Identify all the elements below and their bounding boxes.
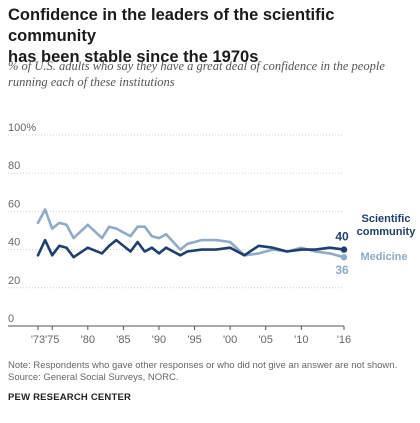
chart-note: Note: Respondents who gave other respons… xyxy=(8,360,398,371)
series-label-science-line-2: community xyxy=(357,226,417,238)
pew-credit: PEW RESEARCH CENTER xyxy=(8,392,132,403)
x-tick-label-1980: '80 xyxy=(81,334,95,346)
y-tick-label-80: 80 xyxy=(8,160,20,172)
series-label-science: Scientific community xyxy=(357,213,417,238)
chart-title-line-2: has been stable since the 1970s xyxy=(8,48,259,66)
x-tick-label-1975: '75 xyxy=(45,334,59,346)
x-tick-label-1995: '95 xyxy=(187,334,201,346)
x-tick-label-2016: '16 xyxy=(337,334,351,346)
chart-footnotes: Note: Respondents who gave other respons… xyxy=(8,360,414,384)
y-tick-label-100: 100% xyxy=(8,122,36,134)
end-point-medicine xyxy=(340,254,348,261)
chart-title-line-1: Confidence in the leaders of the scienti… xyxy=(8,6,335,45)
series-label-science-line-1: Scientific xyxy=(362,213,411,225)
series-label-medicine: Medicine xyxy=(360,251,407,263)
end-point-science xyxy=(340,246,348,253)
chart-subtitle-line-1: % of U.S. adults who say they have a gre… xyxy=(8,59,385,73)
chart-subtitle: % of U.S. adults who say they have a gre… xyxy=(8,58,412,90)
chart-source: Source: General Social Surveys, NORC. xyxy=(8,372,179,383)
x-tick-label-2000: '00 xyxy=(223,334,237,346)
y-tick-label-40: 40 xyxy=(8,237,20,249)
x-tick-label-1990: '90 xyxy=(152,334,166,346)
series-line-science xyxy=(36,238,346,259)
y-tick-label-20: 20 xyxy=(8,275,20,287)
x-tick-label-1973: '73 xyxy=(31,334,45,346)
x-tick-label-2005: '05 xyxy=(259,334,273,346)
x-tick-label-1985: '85 xyxy=(116,334,130,346)
chart-subtitle-line-2: running each of these institutions xyxy=(8,75,175,89)
y-tick-label-0: 0 xyxy=(8,313,14,325)
x-tick-label-2010: '10 xyxy=(294,334,308,346)
end-value-label-science: 40 xyxy=(335,230,349,244)
line-chart: 0 20 40 60 80 100% '73'75 '80 '85 '90 '95 '00 '05 '10… xyxy=(8,122,417,346)
y-tick-label-60: 60 xyxy=(8,198,20,210)
chart-title: Confidence in the leaders of the scienti… xyxy=(8,5,412,68)
end-value-label-medicine: 36 xyxy=(335,263,349,277)
